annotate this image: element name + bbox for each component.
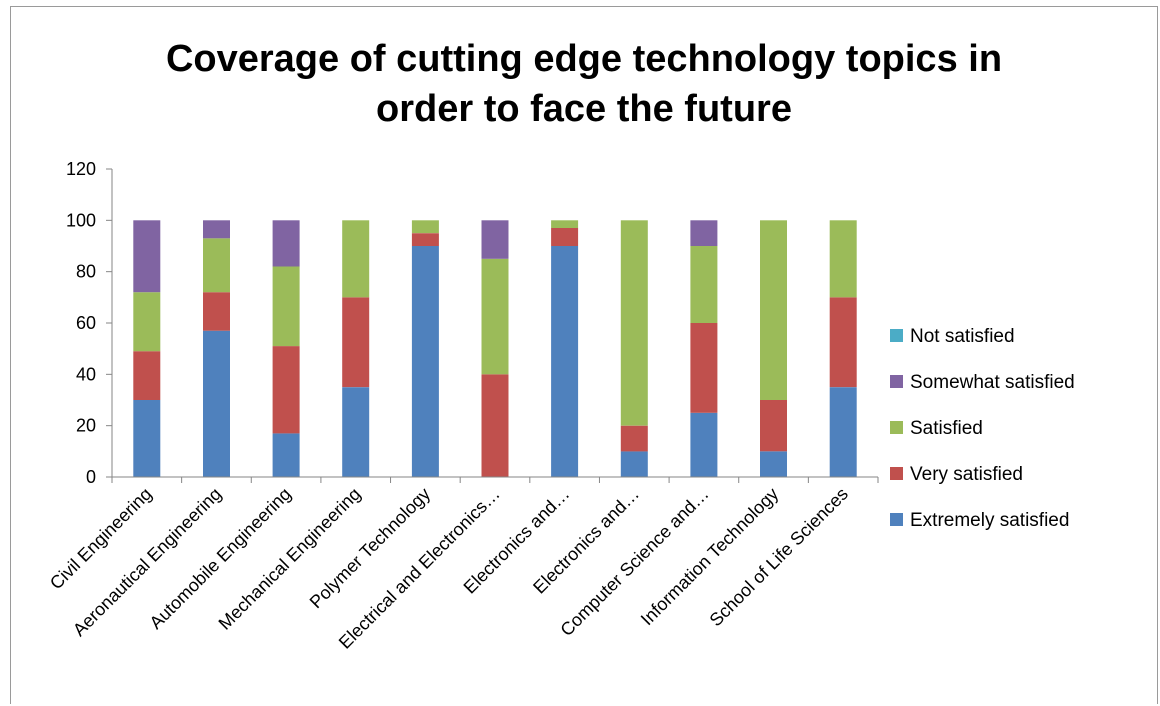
y-tick-label: 60: [76, 313, 96, 333]
legend-label-very-satisfied: Very satisfied: [910, 464, 1023, 485]
bar-very-satisfied-8: [690, 323, 718, 413]
bar-somewhat-satisfied-1: [203, 220, 230, 239]
bar-extremely-satisfied-6: [551, 246, 579, 477]
legend-swatch-satisfied: [890, 421, 903, 434]
bar-extremely-satisfied-4: [411, 246, 439, 477]
legend-label-not-satisfied: Not satisfied: [910, 326, 1015, 347]
bar-somewhat-satisfied-0: [133, 220, 161, 293]
bar-satisfied-1: [203, 238, 230, 293]
bar-very-satisfied-5: [481, 374, 509, 477]
bar-extremely-satisfied-9: [760, 451, 787, 477]
bar-satisfied-2: [272, 266, 300, 347]
chart-frame: [10, 6, 1158, 704]
bar-somewhat-satisfied-2: [272, 220, 300, 267]
legend-swatch-not-satisfied: [890, 329, 903, 342]
bar-extremely-satisfied-0: [133, 400, 161, 477]
bar-very-satisfied-6: [551, 228, 579, 246]
bar-very-satisfied-0: [133, 351, 161, 400]
bar-satisfied-0: [133, 292, 161, 352]
bar-very-satisfied-7: [620, 425, 648, 452]
y-tick-label: 100: [66, 210, 96, 230]
x-category-label: Automobile Engineering: [146, 484, 295, 633]
bar-extremely-satisfied-7: [620, 451, 648, 477]
y-tick-label: 0: [86, 467, 96, 487]
bar-extremely-satisfied-10: [829, 387, 857, 477]
bar-satisfied-3: [342, 220, 370, 298]
x-category-label: Mechanical Engineering: [215, 484, 365, 634]
bar-satisfied-6: [551, 220, 579, 228]
bar-very-satisfied-10: [829, 297, 857, 388]
bar-somewhat-satisfied-8: [690, 220, 718, 246]
bar-very-satisfied-3: [342, 297, 370, 388]
legend-label-satisfied: Satisfied: [910, 418, 983, 439]
legend: Not satisfied Somewhat satisfied Satisfied…: [890, 326, 1075, 531]
bar-very-satisfied-1: [203, 292, 230, 331]
bar-satisfied-10: [829, 220, 857, 298]
chart-title: Coverage of cutting edge technology topi…: [165, 38, 1003, 130]
bar-very-satisfied-4: [411, 233, 439, 246]
bar-somewhat-satisfied-5: [481, 220, 509, 259]
bar-satisfied-4: [411, 220, 439, 234]
y-tick-label: 80: [76, 262, 96, 282]
bar-satisfied-8: [690, 246, 718, 323]
y-tick-label: 120: [66, 159, 96, 179]
bar-satisfied-9: [760, 220, 787, 400]
y-tick-label: 20: [76, 416, 96, 436]
y-tick-labels: 0 20 40 60 80 100 120: [66, 159, 96, 487]
legend-label-somewhat-satisfied: Somewhat satisfied: [910, 372, 1075, 393]
bar-extremely-satisfied-1: [203, 330, 230, 477]
bars-layer: [133, 220, 857, 477]
x-category-label: Information Technology: [637, 484, 783, 630]
bar-satisfied-7: [620, 220, 648, 426]
bar-extremely-satisfied-2: [272, 433, 300, 477]
x-category-label: Polymer Technology: [306, 484, 435, 613]
y-tick-label: 40: [76, 364, 96, 384]
legend-swatch-somewhat-satisfied: [890, 375, 903, 388]
bar-extremely-satisfied-3: [342, 387, 370, 477]
legend-swatch-very-satisfied: [890, 467, 903, 480]
bar-extremely-satisfied-8: [690, 412, 718, 477]
x-category-label: School of Life Sciences: [706, 484, 852, 630]
legend-swatch-extremely-satisfied: [890, 513, 903, 526]
bar-very-satisfied-9: [760, 400, 787, 452]
bar-very-satisfied-2: [272, 346, 300, 434]
bar-satisfied-5: [481, 258, 509, 375]
legend-label-extremely-satisfied: Extremely satisfied: [910, 510, 1069, 531]
axis-layer: [106, 168, 879, 483]
